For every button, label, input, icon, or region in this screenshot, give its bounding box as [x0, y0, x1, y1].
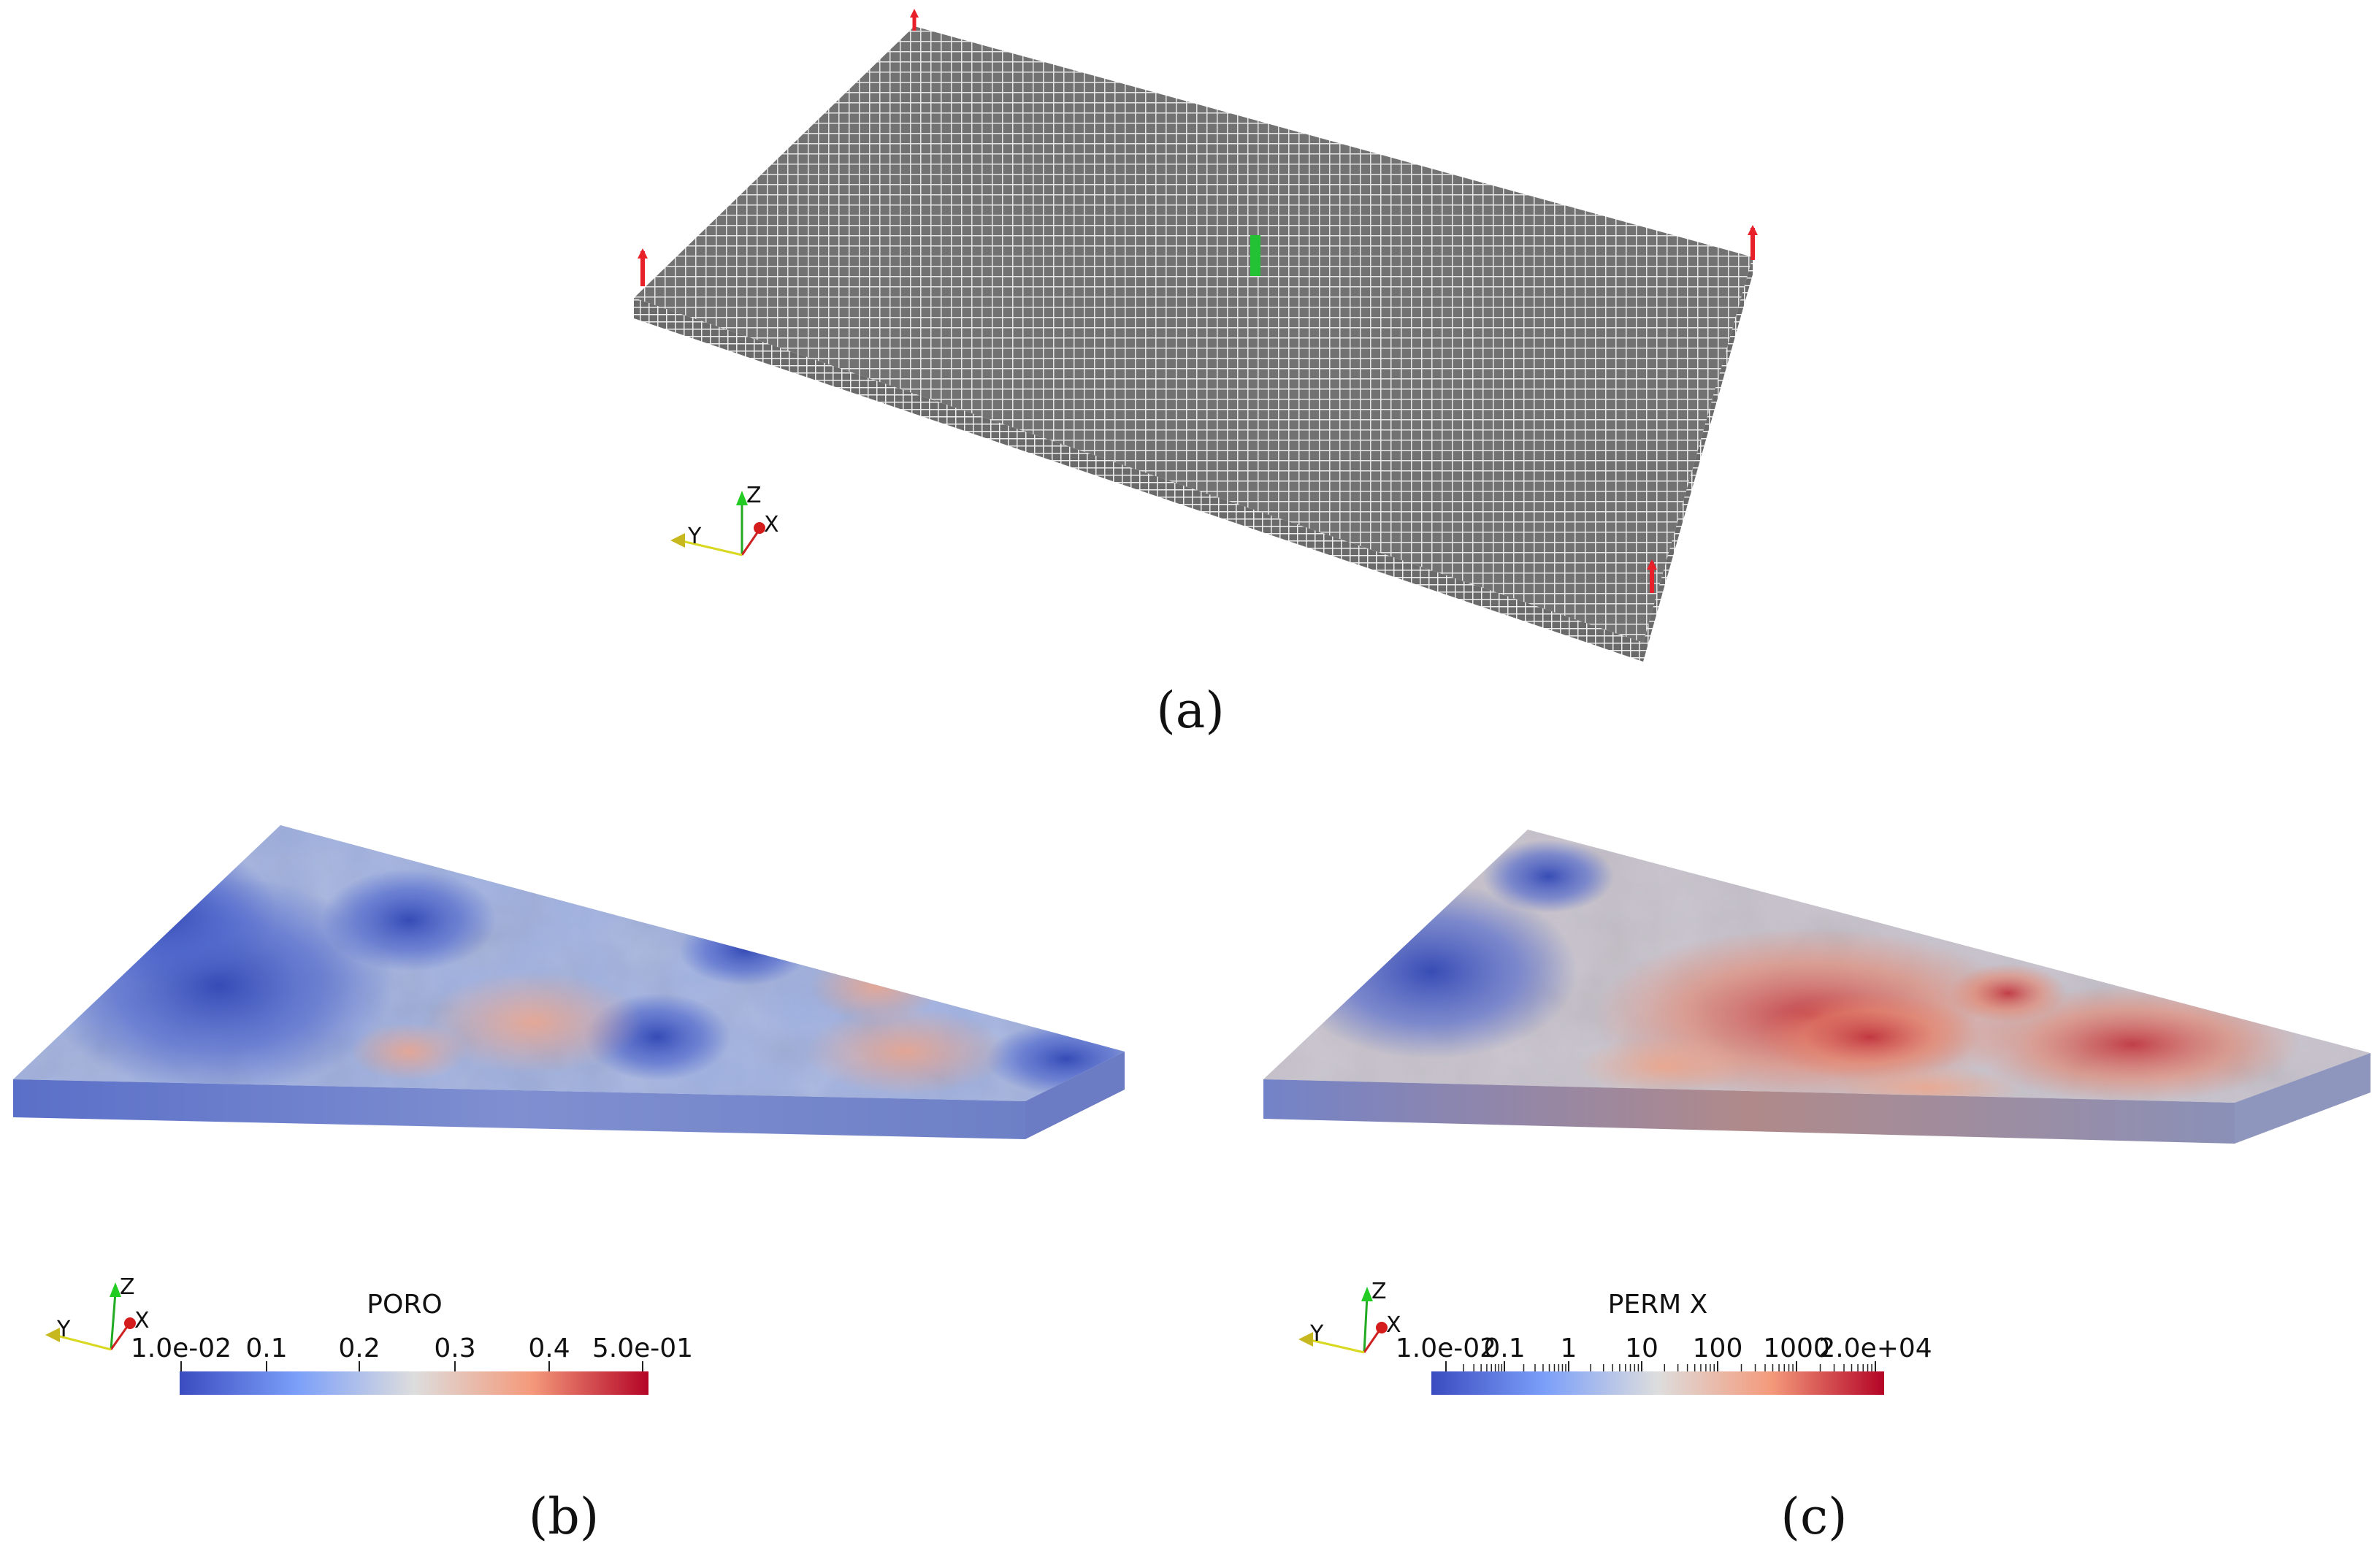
x-axis-label: X [1386, 1312, 1401, 1338]
y-axis-label: Y [687, 524, 702, 549]
poro-colorbar-ticks: 1.0e-02 0.1 0.2 0.3 0.4 5.0e-01 [131, 1333, 693, 1371]
poro-field [13, 825, 1125, 1101]
permeability-model [1263, 830, 2371, 1144]
z-axis-label: Z [1371, 1279, 1387, 1304]
colorbar-tick-label: 0.1 [245, 1333, 287, 1363]
colorbar-tick-label: 2.0e+04 [1818, 1333, 1932, 1363]
injector-well-marker [1748, 225, 1758, 260]
grid-right-face [1643, 257, 1753, 662]
y-axis-arrow-icon [670, 533, 685, 548]
perm-colorbar-scale [1431, 1371, 1884, 1395]
porosity-model [13, 825, 1125, 1139]
y-axis-label: Y [56, 1317, 71, 1342]
poro-colorbar-title: PORO [367, 1290, 442, 1320]
z-axis-arrow-icon [736, 491, 748, 505]
orientation-axes-a: Z X Y [670, 483, 779, 556]
poro-front-face [13, 1079, 1025, 1139]
panel-b-caption: (b) [529, 1488, 600, 1546]
colorbar-tick-label: 1.0e-02 [1396, 1333, 1496, 1363]
panel-a: Z X Y (a) [634, 9, 1758, 740]
orientation-axes-c: Z X Y [1298, 1279, 1401, 1354]
colorbar-tick-label: 1.0e-02 [131, 1333, 232, 1363]
z-axis-arrow-icon [1361, 1287, 1373, 1301]
grid-front-face [634, 298, 1643, 662]
x-axis-arrow-icon [124, 1317, 136, 1329]
z-axis-label: Z [120, 1274, 135, 1300]
x-axis-arrow-icon [1376, 1322, 1388, 1333]
x-axis-arrow-icon [754, 522, 765, 534]
perm-colorbar-title: PERM X [1608, 1290, 1708, 1320]
colorbar-tick-label: 0.1 [1483, 1333, 1525, 1363]
panel-c: Z X Y PERM X 1.0e-020.1 1 10 100 10002.0e+04… [1263, 830, 2371, 1546]
colorbar-tick-label: 0.3 [434, 1333, 475, 1363]
orientation-axes-b: Z X Y [45, 1274, 150, 1351]
injector-wells [638, 9, 1758, 593]
perm-right-face [2235, 1053, 2371, 1144]
panel-a-caption: (a) [1156, 682, 1225, 740]
colorbar-tick-label: 10 [1625, 1333, 1658, 1363]
y-axis-arrow-icon [45, 1328, 60, 1342]
colorbar-tick-label: 1 [1561, 1333, 1577, 1363]
x-axis-label: X [134, 1308, 150, 1333]
colorbar-tick-label: 0.4 [528, 1333, 570, 1363]
grid-model [634, 26, 1753, 662]
colorbar-tick-label: 100 [1693, 1333, 1743, 1363]
poro-colorbar-scale [180, 1371, 648, 1395]
injector-well-marker [638, 248, 648, 286]
panel-c-caption: (c) [1780, 1488, 1847, 1546]
producer-well-marker [1250, 235, 1260, 276]
injector-well-marker [910, 9, 919, 31]
colorbar-tick-label: 5.0e-01 [592, 1333, 693, 1363]
y-axis-label: Y [1309, 1321, 1324, 1347]
poro-right-face [1025, 1052, 1125, 1139]
grid-top-face [634, 26, 1753, 643]
colorbar-tick-label: 0.2 [338, 1333, 380, 1363]
y-axis-arrow-icon [1298, 1332, 1313, 1347]
perm-field [1263, 830, 2371, 1103]
panel-b: Z X Y PORO 1.0e-02 0.1 0.2 0.3 0.4 5.0e-01 (b… [13, 825, 1125, 1546]
perm-front-face [1263, 1079, 2235, 1144]
z-axis-label: Z [746, 483, 762, 508]
injector-well-marker [1647, 559, 1657, 593]
x-axis-label: X [764, 512, 779, 537]
poro-colorbar: PORO 1.0e-02 0.1 0.2 0.3 0.4 5.0e-01 [131, 1290, 693, 1395]
z-axis-arrow-icon [110, 1282, 121, 1297]
colorbar-tick-label: 1000 [1763, 1333, 1830, 1363]
